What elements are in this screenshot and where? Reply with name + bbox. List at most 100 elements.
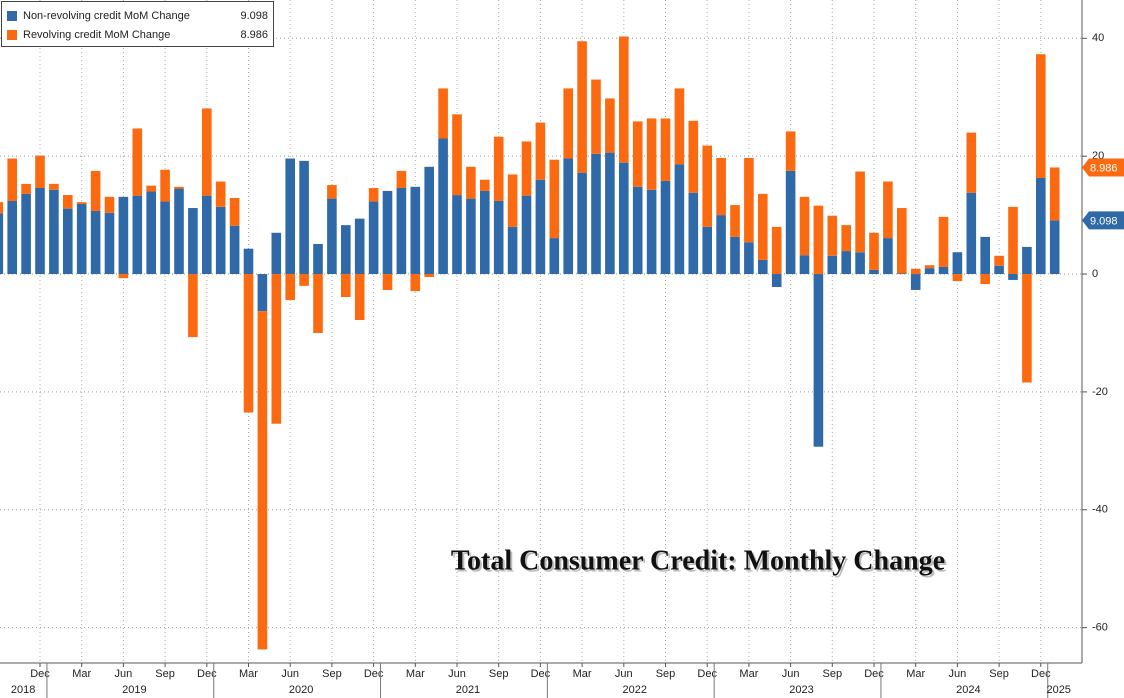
bar-segment [827, 215, 838, 256]
bar-segment [1008, 206, 1018, 275]
bar-segment [354, 274, 365, 321]
bar-segment [299, 160, 309, 275]
bar-segment [660, 118, 671, 181]
bar-segment [493, 200, 504, 275]
bar-segment [396, 170, 407, 188]
bar-segment [507, 226, 518, 275]
bar-segment [1036, 177, 1046, 275]
bar-segment [855, 252, 865, 275]
bar-segment [1036, 54, 1046, 178]
x-tick-label: Sep [989, 668, 1009, 680]
bar-segment [632, 186, 643, 275]
y-tick-label: -60 [1092, 622, 1108, 634]
value-tag [1082, 158, 1124, 177]
bar-segment [771, 274, 782, 288]
x-tick-label: Jun [448, 668, 466, 680]
year-label: 2022 [623, 684, 647, 696]
bar-segment [410, 274, 421, 292]
bar-segment [257, 274, 268, 312]
bar-segment [1022, 246, 1032, 275]
year-label: 2018 [11, 684, 35, 696]
bar-segment [271, 232, 282, 275]
bar-segment [549, 238, 560, 275]
year-label: 2025 [1046, 684, 1070, 696]
bar-segment [368, 201, 379, 275]
x-tick-label: Dec [531, 668, 551, 680]
bar-segment [577, 172, 587, 275]
bar-segment [132, 128, 143, 196]
x-tick-label: Dec [697, 668, 717, 680]
value-tag [1082, 211, 1124, 230]
bar-segment [480, 190, 490, 275]
bar-segment [243, 248, 254, 275]
bar-segment [702, 226, 712, 275]
bar-segment [507, 174, 518, 227]
bar-segment [869, 269, 879, 275]
bar-segment [493, 136, 504, 201]
legend: Non-revolving credit MoM Change 9.098 Revo… [1, 1, 274, 47]
bar-segment [49, 183, 59, 190]
bar-segment [466, 198, 476, 275]
x-tick-label: Sep [322, 668, 342, 680]
bar-segment [521, 141, 532, 196]
bar-segment [118, 196, 129, 275]
bar-segment [174, 186, 184, 189]
bar-segment [730, 236, 740, 275]
bar-segment [966, 192, 977, 275]
bar-segment [160, 201, 170, 275]
bar-segment [327, 185, 337, 199]
bar-segment [63, 195, 73, 209]
bar-segment [202, 195, 212, 275]
bar-segment [591, 79, 601, 154]
value-tag-label: 8.986 [1090, 162, 1118, 174]
x-tick-label: Jun [615, 668, 633, 680]
bar-segment [341, 225, 351, 275]
bar-segment [229, 198, 240, 226]
legend-value: 8.986 [240, 29, 268, 41]
bar-segment [257, 311, 268, 650]
bar-segment [924, 268, 935, 275]
bar-segment [966, 132, 977, 193]
bar-segment [994, 265, 1004, 275]
legend-label: Revolving credit MoM Change [23, 29, 170, 41]
year-label: 2023 [789, 684, 813, 696]
bar-segment [118, 274, 129, 279]
bar-segment [619, 36, 629, 163]
legend-value: 9.098 [240, 10, 268, 22]
y-tick-label: 0 [1092, 268, 1098, 280]
bar-segment [438, 88, 448, 139]
x-tick-label: Sep [489, 668, 509, 680]
bar-segment [688, 192, 699, 275]
bar-segment [438, 138, 448, 275]
bar-segment [7, 158, 18, 201]
bar-segment [480, 179, 490, 191]
bar-segment [104, 196, 115, 213]
x-tick-label: Sep [656, 668, 676, 680]
y-tick-label: 40 [1092, 32, 1104, 44]
bar-segment [980, 274, 990, 285]
bar-segment [535, 179, 546, 275]
bar-segment [243, 274, 254, 413]
bar-segment [229, 225, 240, 275]
bar-segment [619, 162, 629, 275]
bar-segment [591, 153, 601, 275]
bar-segment [76, 202, 87, 204]
year-label: 2020 [289, 684, 313, 696]
bar-segment [674, 164, 685, 275]
bar-segment [646, 189, 657, 275]
bar-segment [521, 195, 532, 275]
bar-segment [63, 208, 73, 275]
x-tick-label: Mar [739, 668, 758, 680]
bar-segment [744, 242, 754, 275]
bar-segment [0, 213, 4, 275]
bar-segment [1022, 274, 1032, 383]
bar-segment [605, 152, 615, 275]
x-tick-label: Jun [281, 668, 299, 680]
bar-segment [938, 266, 949, 275]
bar-segment [910, 268, 921, 275]
x-tick-label: Jun [949, 668, 967, 680]
bar-segment [327, 198, 337, 275]
bar-segment [146, 185, 156, 192]
bar-segment [215, 181, 226, 207]
